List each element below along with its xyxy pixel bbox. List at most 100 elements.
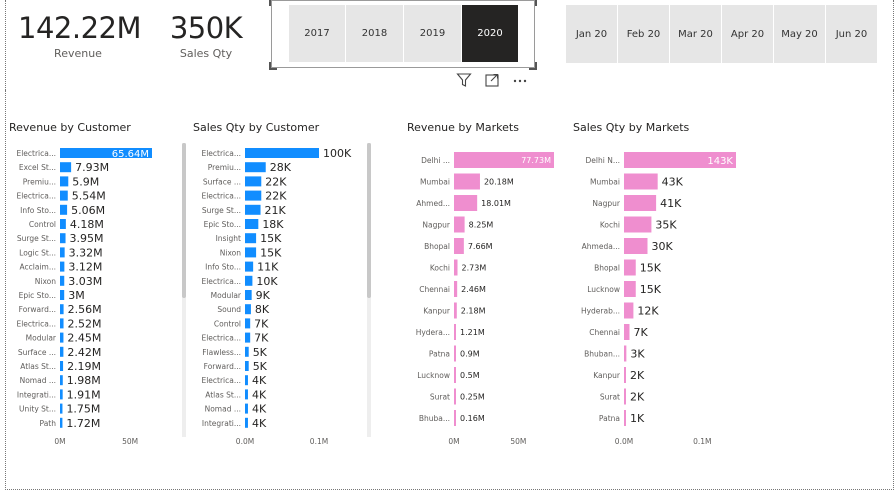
bar[interactable] <box>624 345 627 362</box>
bar[interactable] <box>454 173 480 190</box>
bar[interactable] <box>624 173 658 190</box>
resize-handle[interactable] <box>269 0 277 6</box>
bar[interactable] <box>60 290 65 300</box>
bar[interactable] <box>245 275 253 286</box>
resize-handle[interactable] <box>529 0 537 6</box>
bar[interactable] <box>624 324 630 340</box>
bar[interactable] <box>624 367 626 383</box>
bar[interactable] <box>624 238 648 254</box>
bar[interactable] <box>60 346 64 357</box>
bar[interactable] <box>624 216 652 233</box>
bar[interactable] <box>624 259 636 276</box>
data-label: 2.18M <box>461 307 486 316</box>
month-tile[interactable]: Feb 20 <box>618 5 669 63</box>
data-label: 11K <box>257 261 279 274</box>
bar[interactable] <box>454 388 456 405</box>
bar[interactable] <box>60 304 64 315</box>
bar[interactable] <box>624 281 636 297</box>
bar[interactable] <box>60 361 64 371</box>
focus-mode-icon[interactable] <box>484 72 500 88</box>
category-label: Ahmed... <box>416 199 450 208</box>
month-tile[interactable]: Jun 20 <box>826 5 877 63</box>
bar[interactable] <box>454 302 457 319</box>
bar[interactable] <box>60 204 68 215</box>
bar[interactable] <box>454 345 456 362</box>
bar[interactable] <box>454 367 456 383</box>
bar[interactable] <box>624 410 626 426</box>
bar[interactable] <box>454 259 458 276</box>
bar[interactable] <box>454 324 456 340</box>
bar[interactable] <box>60 190 68 201</box>
bar[interactable] <box>245 417 248 428</box>
bar[interactable] <box>245 332 251 343</box>
bar[interactable] <box>60 247 65 258</box>
year-tile-2017[interactable]: 2017 <box>289 5 345 62</box>
bar[interactable] <box>245 190 262 201</box>
bar[interactable] <box>60 375 63 386</box>
bar[interactable] <box>245 346 249 357</box>
bar[interactable] <box>245 318 251 329</box>
data-label: 7K <box>633 326 648 339</box>
bar[interactable] <box>245 219 259 229</box>
bar[interactable] <box>60 332 64 343</box>
bar[interactable] <box>60 275 65 286</box>
bar[interactable] <box>624 302 634 319</box>
scrollbar-sales-qty-by-customer[interactable] <box>367 143 371 298</box>
bar[interactable] <box>245 375 248 386</box>
bar[interactable] <box>245 361 249 371</box>
bar[interactable] <box>245 176 262 187</box>
category-label: Lucknow <box>417 371 450 380</box>
bar[interactable] <box>624 152 736 168</box>
bar[interactable] <box>60 162 72 173</box>
revenue-card[interactable]: 142.22M Revenue <box>18 12 142 60</box>
month-tile[interactable]: Mar 20 <box>670 5 721 63</box>
bar[interactable] <box>245 304 251 315</box>
bar[interactable] <box>245 233 257 244</box>
bar[interactable] <box>245 247 257 258</box>
bar[interactable] <box>60 148 152 158</box>
sales-qty-card[interactable]: 350K Sales Qty <box>160 12 252 60</box>
scrollbar-revenue-by-customer[interactable] <box>182 143 186 298</box>
bar[interactable] <box>60 389 63 400</box>
bar[interactable] <box>454 195 478 211</box>
bar[interactable] <box>454 152 554 168</box>
category-label: Patna <box>599 414 620 423</box>
year-tile-2020[interactable]: 2020 <box>462 5 518 62</box>
month-tile[interactable]: May 20 <box>774 5 825 63</box>
bar[interactable] <box>624 195 657 211</box>
category-label: Sound <box>217 305 241 314</box>
bar[interactable] <box>454 410 456 426</box>
data-label: 8K <box>255 303 270 316</box>
more-options-icon[interactable] <box>512 72 528 88</box>
category-label: Lucknow <box>587 285 620 294</box>
category-label: Mumbai <box>590 178 620 187</box>
year-tile-2018[interactable]: 2018 <box>346 5 403 62</box>
bar[interactable] <box>60 219 66 229</box>
bar[interactable] <box>245 290 252 300</box>
bar[interactable] <box>454 216 465 233</box>
data-label: 3.03M <box>68 275 102 288</box>
year-tile-2019[interactable]: 2019 <box>404 5 461 62</box>
revenue-by-customer-chart: Electrica... 65.64M Excel St... 7.93M Premiu… <box>16 148 152 446</box>
bar[interactable] <box>454 238 464 254</box>
bar[interactable] <box>245 403 248 414</box>
bar[interactable] <box>60 318 64 329</box>
month-tile[interactable]: Jan 20 <box>566 5 617 63</box>
bar[interactable] <box>245 261 254 272</box>
bar[interactable] <box>454 281 458 297</box>
bar[interactable] <box>60 417 63 428</box>
bar[interactable] <box>60 233 66 244</box>
bar[interactable] <box>245 204 261 215</box>
filter-icon[interactable] <box>456 72 472 88</box>
bar[interactable] <box>245 148 319 158</box>
bar[interactable] <box>60 176 69 187</box>
resize-handle[interactable] <box>269 62 277 70</box>
bar[interactable] <box>60 403 63 414</box>
resize-handle[interactable] <box>529 62 537 70</box>
month-tile[interactable]: Apr 20 <box>722 5 773 63</box>
data-label: 30K <box>651 240 673 253</box>
bar[interactable] <box>624 388 626 405</box>
bar[interactable] <box>245 389 248 400</box>
bar[interactable] <box>245 162 266 173</box>
bar[interactable] <box>60 261 65 272</box>
